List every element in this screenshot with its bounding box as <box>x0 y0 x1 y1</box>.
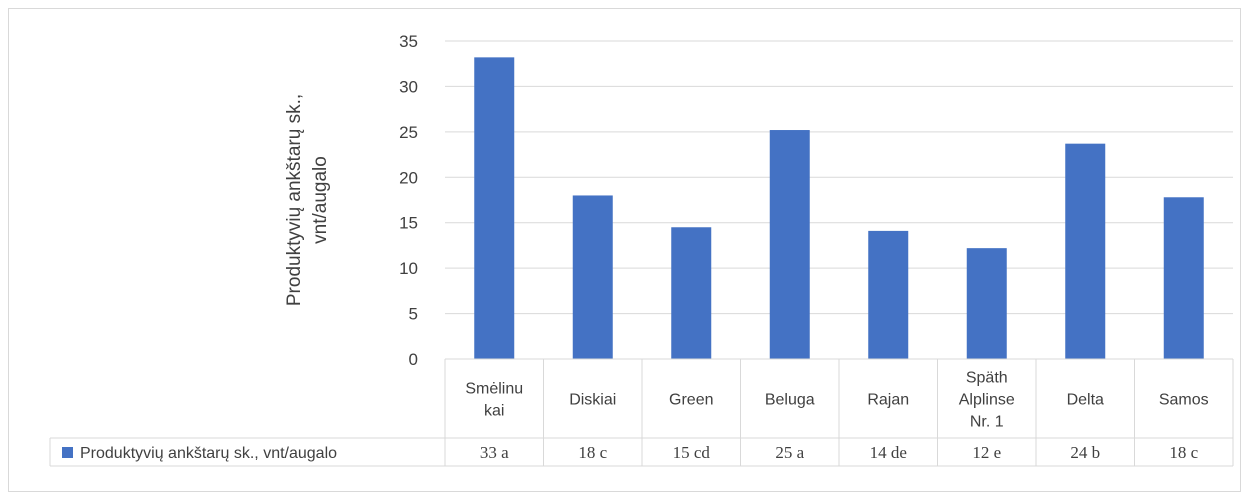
table-value-cell: 14 de <box>870 443 907 462</box>
table-value-cell: 18 c <box>578 443 607 462</box>
bar <box>474 57 515 360</box>
bar <box>671 227 712 359</box>
y-tick-label: 35 <box>399 32 418 51</box>
data-table: Smėlinu kai Diskiai Green Beluga Rajan Späth Al… <box>49 358 1234 467</box>
table-value-cell: 18 c <box>1169 443 1198 462</box>
y-tick-label: 20 <box>399 168 418 187</box>
y-tick-label: 25 <box>399 123 418 142</box>
y-axis-title: Produktyvių ankštarų sk., vnt/augalo <box>284 94 331 306</box>
y-axis-ticks: 0 5 10 15 20 25 30 35 <box>399 32 418 369</box>
category-label: Samos <box>1159 392 1209 409</box>
chart-frame <box>8 8 1241 492</box>
legend-series-name: Produktyvių ankštarų sk., vnt/augalo <box>80 445 337 462</box>
bar <box>572 195 613 359</box>
table-value-cell: 24 b <box>1070 443 1100 462</box>
table-value-cell: 15 cd <box>673 443 711 462</box>
category-label: Beluga <box>765 392 815 409</box>
bar <box>1065 143 1106 359</box>
y-tick-label: 5 <box>409 305 418 324</box>
y-tick-label: 30 <box>399 77 418 96</box>
category-label: Delta <box>1067 392 1104 409</box>
bar <box>966 248 1007 359</box>
y-tick-label: 10 <box>399 259 418 278</box>
y-axis-label: Produktyvių ankštarų sk., vnt/augalo <box>284 94 331 306</box>
gridlines <box>445 40 1233 315</box>
y-tick-label: 15 <box>399 214 418 233</box>
bars <box>474 57 1204 360</box>
y-axis-title-text: Produktyvių ankštarų sk., vnt/augalo <box>284 94 331 306</box>
category-label: Späth Alplinse Nr. 1 <box>959 370 1015 431</box>
y-tick-label: 0 <box>409 350 418 369</box>
category-label: Diskiai <box>569 392 616 409</box>
bar <box>1163 197 1204 359</box>
table-value-cell: 33 a <box>480 443 509 462</box>
category-label: Smėlinu kai <box>465 381 523 420</box>
table-value-cell: 25 a <box>775 443 804 462</box>
legend-swatch <box>62 447 73 458</box>
category-label: Rajan <box>867 392 909 409</box>
table-value-cell: 12 e <box>972 443 1001 462</box>
bar <box>769 130 810 359</box>
bar <box>868 230 909 359</box>
category-label: Green <box>669 392 713 409</box>
